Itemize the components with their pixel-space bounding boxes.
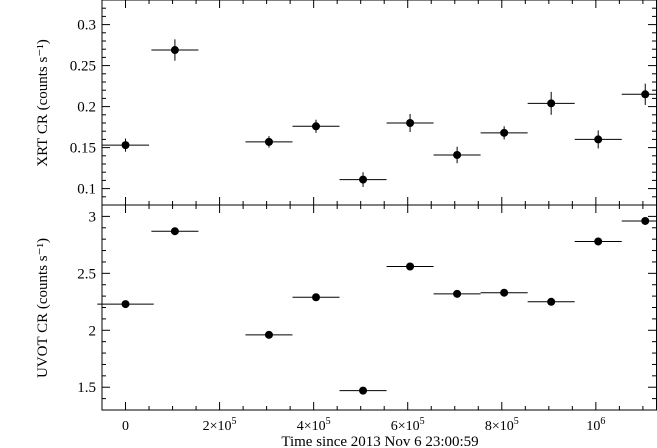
x-tick-label: 106 — [586, 416, 605, 434]
x-axis-label: Time since 2013 Nov 6 23:00:59 — [281, 434, 478, 448]
uvot-y-tick-label: 2 — [89, 323, 97, 339]
uvot-data-point — [151, 227, 199, 236]
xrt-data-point — [292, 119, 340, 133]
uvot-panel: 1.5 2 2.5 3 — [77, 204, 657, 411]
xrt-y-tick-label: 0.1 — [77, 182, 96, 198]
uvot-data-point — [433, 289, 481, 298]
uvot-marker — [594, 237, 603, 246]
uvot-marker — [312, 293, 321, 302]
uvot-data-point — [621, 216, 657, 225]
uvot-plot-frame — [101, 204, 657, 411]
uvot-data-point — [292, 293, 340, 302]
uvot-data-point — [574, 237, 622, 246]
uvot-y-tick-label: 1.5 — [77, 380, 96, 396]
xrt-marker — [312, 122, 321, 131]
uvot-data-point — [480, 288, 528, 297]
xrt-panel: 0.1 0.15 0.2 0.25 0.3 — [70, 0, 657, 206]
xrt-data-point — [151, 39, 199, 61]
xrt-data-point — [245, 136, 293, 148]
xrt-marker — [121, 141, 130, 150]
xrt-data-point — [386, 113, 434, 133]
xrt-y-axis-label: XRT CR (counts s⁻¹) — [35, 39, 51, 167]
xrt-data-point — [621, 83, 657, 105]
uvot-y-tick-label: 2.5 — [77, 266, 96, 282]
xrt-y-tick-label: 0.2 — [77, 100, 96, 116]
xrt-data-point — [433, 146, 481, 164]
xrt-data-point — [527, 91, 575, 115]
uvot-y-tick-label: 3 — [89, 209, 97, 225]
xrt-marker — [594, 135, 603, 144]
x-axis: 0 2×105 4×105 6×105 8×105 106 — [122, 416, 605, 434]
uvot-data-point — [527, 297, 575, 306]
uvot-marker — [500, 288, 509, 297]
uvot-marker — [453, 289, 462, 298]
uvot-marker — [641, 216, 650, 225]
x-tick-label: 8×105 — [485, 416, 519, 434]
xrt-data-point — [480, 126, 528, 140]
uvot-marker — [121, 300, 130, 309]
xrt-marker — [359, 175, 368, 184]
xrt-y-tick-label: 0.15 — [70, 141, 96, 157]
uvot-data-point — [245, 330, 293, 339]
xrt-marker — [453, 150, 462, 159]
xrt-data-point — [339, 172, 387, 187]
uvot-data-point — [97, 300, 154, 309]
uvot-data-point — [339, 386, 387, 395]
xrt-data-point — [574, 130, 622, 149]
xrt-marker — [264, 137, 273, 146]
xrt-marker — [547, 99, 556, 108]
xrt-marker — [641, 90, 650, 99]
xrt-marker — [406, 119, 415, 127]
uvot-y-axis-label: UVOT CR (counts s⁻¹) — [35, 238, 51, 378]
xrt-y-tick-label: 0.25 — [70, 59, 96, 75]
xrt-marker — [500, 128, 509, 137]
uvot-marker — [547, 297, 556, 306]
x-tick-label: 2×105 — [203, 416, 237, 434]
xrt-plot-frame — [101, 0, 657, 206]
uvot-marker — [359, 386, 368, 395]
x-tick-label: 6×105 — [391, 416, 425, 434]
uvot-marker — [170, 227, 179, 236]
xrt-data-point — [102, 138, 150, 152]
x-tick-label: 0 — [122, 419, 129, 434]
uvot-data-point — [386, 262, 434, 271]
x-tick-label: 4×105 — [297, 416, 331, 434]
xrt-marker — [170, 46, 179, 55]
uvot-marker — [406, 262, 415, 271]
xrt-y-tick-label: 0.3 — [77, 18, 96, 34]
uvot-marker — [264, 330, 273, 339]
